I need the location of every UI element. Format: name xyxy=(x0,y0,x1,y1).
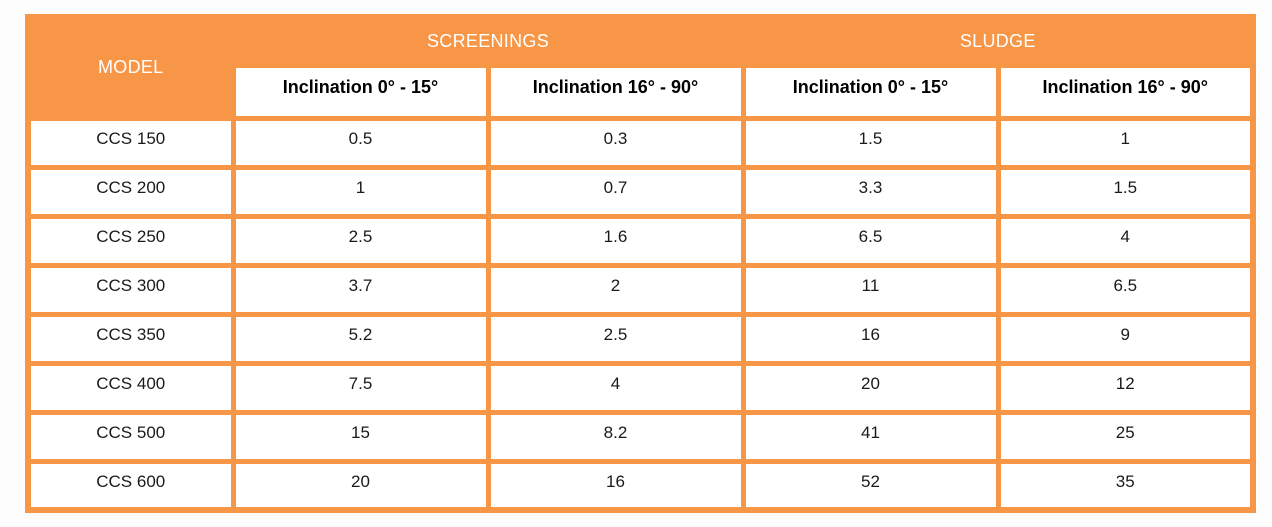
value-cell: 0.5 xyxy=(230,115,491,170)
table-row: CCS 350 5.2 2.5 16 9 xyxy=(25,311,1256,366)
value-cell: 3.3 xyxy=(740,164,1001,219)
subheader-sludge-low: Inclination 0° - 15° xyxy=(740,62,1001,121)
subheader-row: Inclination 0° - 15° Inclination 16° - 9… xyxy=(28,62,1256,121)
value-cell: 1 xyxy=(230,164,491,219)
value-cell: 4 xyxy=(485,360,746,415)
subheader-screenings-high: Inclination 16° - 90° xyxy=(485,62,746,121)
value-cell: 12 xyxy=(995,360,1256,415)
value-cell: 41 xyxy=(740,409,1001,464)
value-cell: 2.5 xyxy=(230,213,491,268)
model-cell: CCS 400 xyxy=(25,360,236,415)
subheader-sludge-high: Inclination 16° - 90° xyxy=(995,62,1256,121)
model-cell: CCS 200 xyxy=(25,164,236,219)
value-cell: 0.7 xyxy=(485,164,746,219)
group-header-sludge: SLUDGE xyxy=(740,14,1256,68)
model-cell: CCS 300 xyxy=(25,262,236,317)
value-cell: 15 xyxy=(230,409,491,464)
value-cell: 7.5 xyxy=(230,360,491,415)
value-cell: 11 xyxy=(740,262,1001,317)
value-cell: 4 xyxy=(995,213,1256,268)
value-cell: 1.5 xyxy=(995,164,1256,219)
value-cell: 25 xyxy=(995,409,1256,464)
value-cell: 16 xyxy=(485,458,746,513)
group-header-screenings: SCREENINGS xyxy=(230,14,746,68)
model-cell: CCS 250 xyxy=(25,213,236,268)
value-cell: 1.6 xyxy=(485,213,746,268)
group-header-row: MODEL SCREENINGS SLUDGE xyxy=(25,14,1256,121)
subheader-screenings-low: Inclination 0° - 15° xyxy=(230,62,491,121)
value-cell: 0.3 xyxy=(485,115,746,170)
value-cell: 1 xyxy=(995,115,1256,170)
table-row: CCS 200 1 0.7 3.3 1.5 xyxy=(25,164,1256,219)
value-cell: 5.2 xyxy=(230,311,491,366)
model-cell: CCS 600 xyxy=(25,458,236,513)
value-cell: 6.5 xyxy=(995,262,1256,317)
model-header-cell: MODEL xyxy=(25,14,236,121)
value-cell: 16 xyxy=(740,311,1001,366)
value-cell: 9 xyxy=(995,311,1256,366)
value-cell: 1.5 xyxy=(740,115,1001,170)
value-cell: 2 xyxy=(485,262,746,317)
value-cell: 20 xyxy=(230,458,491,513)
table-row: CCS 300 3.7 2 11 6.5 xyxy=(25,262,1256,317)
table-row: CCS 250 2.5 1.6 6.5 4 xyxy=(25,213,1256,268)
value-cell: 20 xyxy=(740,360,1001,415)
model-cell: CCS 150 xyxy=(25,115,236,170)
value-cell: 3.7 xyxy=(230,262,491,317)
value-cell: 6.5 xyxy=(740,213,1001,268)
value-cell: 35 xyxy=(995,458,1256,513)
table-row: CCS 150 0.5 0.3 1.5 1 xyxy=(25,115,1256,170)
table-row: CCS 400 7.5 4 20 12 xyxy=(25,360,1256,415)
value-cell: 52 xyxy=(740,458,1001,513)
capacity-table: MODEL SCREENINGS SLUDGE Inclination 0° -… xyxy=(25,14,1257,513)
table-row: CCS 600 20 16 52 35 xyxy=(25,458,1256,513)
table-row: CCS 500 15 8.2 41 25 xyxy=(25,409,1256,464)
model-cell: CCS 350 xyxy=(25,311,236,366)
value-cell: 2.5 xyxy=(485,311,746,366)
model-cell: CCS 500 xyxy=(25,409,236,464)
value-cell: 8.2 xyxy=(485,409,746,464)
